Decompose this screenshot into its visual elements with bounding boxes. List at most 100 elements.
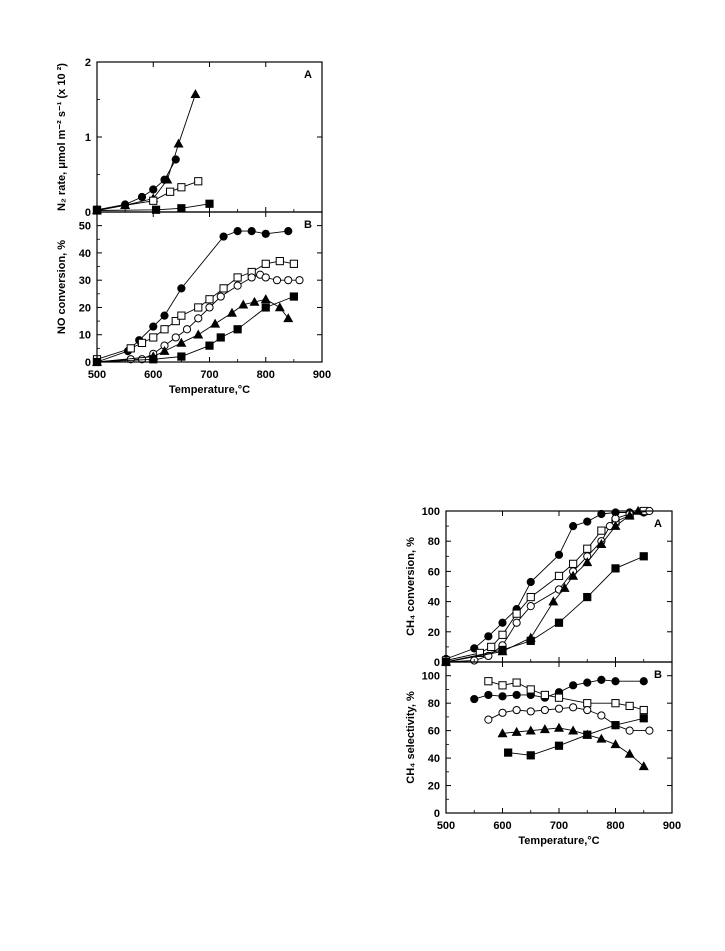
data-point-square-filled	[583, 730, 592, 739]
data-point-circle-filled	[498, 618, 507, 627]
data-point-square-open	[233, 273, 242, 282]
data-point-triangle-filled	[554, 722, 564, 732]
data-point-circle-open	[247, 273, 256, 282]
chart-panel-1: 0 1 2 N₂ rate, μmol m⁻² s⁻¹ (x 10 ²) A	[56, 57, 323, 219]
data-point-circle-open	[233, 281, 242, 290]
data-point-circle-filled	[284, 226, 293, 236]
data-point-circle-open	[540, 705, 549, 715]
data-point-triangle-filled	[176, 337, 187, 347]
data-point-square-open	[160, 325, 169, 334]
panel-letter: A	[304, 69, 312, 81]
data-point-circle-filled	[149, 185, 158, 194]
data-point-circle-open	[484, 715, 493, 724]
data-point-square-filled	[205, 341, 214, 350]
data-point-triangle-filled	[624, 510, 635, 520]
data-point-circle-filled	[583, 517, 592, 526]
data-point-circle-filled	[137, 192, 147, 202]
data-point-square-filled	[498, 645, 507, 655]
data-point-square-open	[166, 187, 175, 196]
data-point-square-open	[484, 677, 493, 686]
data-point-triangle-filled	[596, 733, 607, 743]
series-line	[445, 510, 650, 663]
data-point-square-open	[512, 678, 521, 687]
y-tick-label: 0	[434, 808, 440, 820]
data-point-circle-filled	[149, 322, 158, 331]
data-point-square-filled	[233, 325, 242, 334]
data-point-square-open	[205, 295, 214, 304]
y-axis-label: NO conversion, %	[56, 240, 68, 334]
series-line	[445, 510, 644, 661]
data-point-triangle-filled	[210, 318, 221, 328]
data-point-circle-filled	[171, 155, 180, 164]
data-point-square-filled	[611, 564, 620, 573]
data-point-square-filled	[639, 552, 648, 561]
data-point-triangle-filled	[610, 739, 621, 749]
y-tick-label: 40	[79, 248, 91, 260]
data-point-square-filled	[554, 618, 564, 627]
data-point-triangle-filled	[539, 724, 550, 734]
series-5	[504, 714, 648, 760]
data-point-circle-filled	[219, 232, 228, 241]
data-point-triangle-filled	[511, 726, 522, 736]
data-point-square-filled	[205, 199, 214, 208]
data-point-circle-open	[261, 273, 270, 282]
data-point-square-open	[149, 196, 158, 205]
data-point-circle-filled	[611, 677, 620, 686]
data-point-square-open	[526, 685, 535, 694]
data-point-triangle-filled	[525, 725, 536, 735]
data-point-square-open	[219, 284, 228, 293]
data-point-square-open	[569, 559, 578, 568]
x-tick-label: 500	[88, 369, 106, 381]
data-point-triangle-filled	[548, 596, 559, 606]
x-tick-label: 500	[437, 820, 455, 832]
data-point-triangle-filled	[173, 138, 184, 148]
data-point-square-filled	[504, 748, 513, 757]
data-point-square-open	[583, 544, 592, 553]
data-point-square-filled	[583, 592, 592, 602]
series-1	[92, 89, 201, 215]
y-axis-label: CH₄ selectivity, %	[405, 691, 417, 784]
data-point-circle-open	[569, 703, 578, 712]
data-point-circle-filled	[512, 690, 521, 700]
data-point-square-open	[126, 344, 135, 353]
data-point-square-filled	[639, 714, 648, 723]
data-point-circle-open	[526, 602, 535, 611]
data-point-circle-filled	[484, 690, 493, 700]
series-2	[92, 155, 180, 214]
data-point-triangle-filled	[227, 307, 237, 317]
data-point-circle-filled	[233, 226, 242, 236]
data-point-square-filled	[611, 721, 620, 730]
series-line	[96, 203, 210, 211]
panel-letter: B	[304, 219, 312, 231]
data-point-circle-filled	[583, 678, 592, 687]
y-tick-label: 2	[85, 57, 91, 69]
y-axis-label: N₂ rate, μmol m⁻² s⁻¹ (x 10 ²)	[56, 63, 68, 211]
data-point-triangle-filled	[497, 728, 508, 738]
data-point-triangle-filled	[260, 294, 271, 304]
data-point-square-open	[261, 259, 270, 268]
data-point-triangle-filled	[582, 557, 593, 567]
data-point-square-filled	[289, 292, 298, 301]
data-point-triangle-filled	[568, 725, 579, 735]
data-point-triangle-filled	[190, 89, 201, 99]
data-point-circle-open	[526, 707, 535, 716]
data-point-triangle-filled	[283, 313, 294, 323]
y-tick-label: 50	[79, 221, 91, 233]
data-point-square-open	[289, 259, 298, 268]
series-line	[488, 680, 644, 711]
series-line	[96, 94, 196, 211]
data-point-circle-open	[512, 618, 521, 627]
data-point-circle-open	[512, 705, 521, 715]
series-1	[92, 226, 293, 367]
data-point-square-filled	[526, 751, 535, 760]
y-tick-label: 20	[428, 781, 440, 793]
series-1	[441, 508, 648, 664]
data-point-circle-filled	[569, 522, 578, 531]
data-point-square-open	[526, 592, 535, 602]
data-point-circle-filled	[484, 632, 493, 641]
data-point-circle-filled	[639, 677, 648, 686]
x-tick-label: 800	[606, 820, 624, 832]
y-tick-label: 40	[428, 597, 440, 609]
y-tick-label: 1	[85, 132, 91, 144]
